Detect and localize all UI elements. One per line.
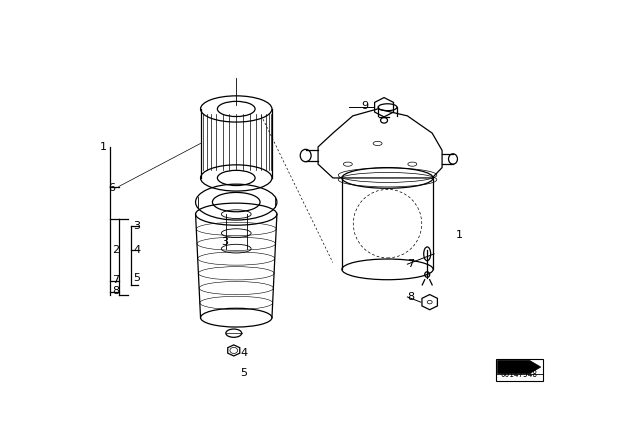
Text: 1: 1 (100, 142, 107, 152)
Bar (495, 359, 543, 382)
Text: 8: 8 (112, 286, 120, 296)
Text: 4: 4 (133, 246, 140, 255)
Text: 7: 7 (112, 275, 120, 285)
Text: 1: 1 (456, 229, 463, 240)
Text: 5: 5 (133, 273, 140, 283)
Text: 3: 3 (221, 237, 228, 247)
Text: 00147548: 00147548 (500, 370, 538, 379)
Text: 5: 5 (240, 368, 247, 378)
Text: 3: 3 (133, 221, 140, 231)
Text: 8: 8 (408, 292, 415, 302)
Polygon shape (498, 361, 541, 374)
Text: 6: 6 (108, 183, 115, 193)
Text: 4: 4 (240, 348, 247, 358)
Text: 9: 9 (361, 101, 369, 111)
Text: 7: 7 (408, 259, 415, 269)
Text: 2: 2 (112, 246, 120, 255)
